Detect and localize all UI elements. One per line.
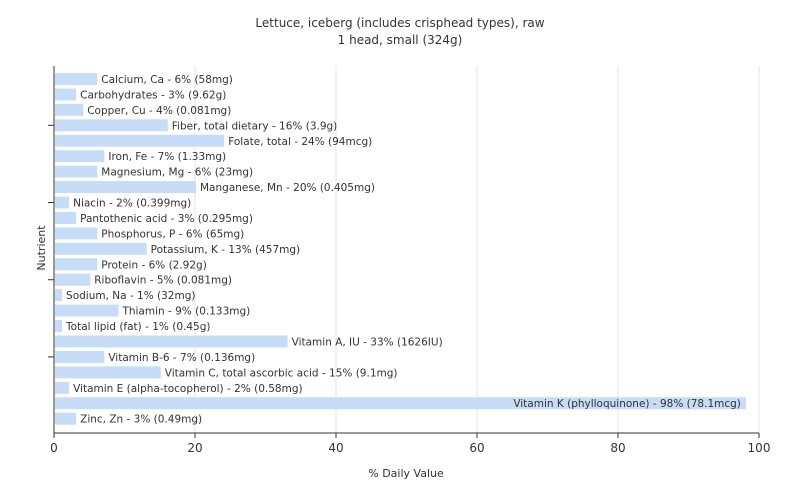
bar: [55, 103, 84, 116]
bar: [55, 335, 288, 348]
bar-label: Vitamin A, IU - 33% (1626IU): [292, 336, 443, 348]
bar-label: Folate, total - 24% (94mcg): [228, 136, 372, 148]
x-tick-label: 100: [748, 441, 771, 455]
bars: [55, 73, 746, 425]
bar-label: Riboflavin - 5% (0.081mg): [94, 275, 232, 287]
bar-label: Niacin - 2% (0.399mg): [73, 198, 191, 210]
x-tick-label: 80: [610, 441, 625, 455]
bar: [55, 412, 77, 425]
bar: [55, 366, 161, 379]
bar-labels: Calcium, Ca - 6% (58mg) Carbohydrates - 3…: [65, 74, 741, 426]
bar: [55, 350, 105, 363]
bar: [55, 227, 98, 240]
bar: [55, 73, 98, 85]
bar-label: Vitamin C, total ascorbic acid - 15% (9.…: [165, 367, 398, 379]
bar-label: Calcium, Ca - 6% (58mg): [101, 74, 233, 86]
x-tick-label: 40: [328, 441, 343, 455]
bar: [55, 119, 168, 132]
axes: [48, 66, 760, 438]
bar-label: Sodium, Na - 1% (32mg): [66, 290, 195, 302]
bar-label: Iron, Fe - 7% (1.33mg): [108, 151, 226, 163]
x-tick-labels: 0 20 40 60 80 100: [50, 441, 770, 455]
bar-label: Thiamin - 9% (0.133mg): [121, 306, 250, 318]
x-axis-label: % Daily Value: [368, 467, 444, 480]
bar-label: Copper, Cu - 4% (0.081mg): [87, 105, 231, 117]
bar-label: Manganese, Mn - 20% (0.405mg): [200, 182, 375, 194]
bar: [55, 397, 746, 410]
bar-label: Vitamin E (alpha-tocopherol) - 2% (0.58m…: [73, 383, 303, 395]
bar: [55, 289, 63, 302]
bar: [55, 211, 77, 224]
bar-label: Total lipid (fat) - 1% (0.45g): [65, 321, 210, 333]
bar: [55, 88, 77, 101]
bar-label: Pantothenic acid - 3% (0.295mg): [80, 213, 253, 225]
bar: [55, 320, 63, 333]
y-axis-label: Nutrient: [35, 225, 48, 271]
bar: [55, 150, 105, 163]
bar-label: Magnesium, Mg - 6% (23mg): [101, 167, 253, 179]
bar: [55, 381, 70, 394]
x-tick-label: 20: [187, 441, 202, 455]
bar: [55, 258, 98, 271]
bar-label: Protein - 6% (2.92g): [101, 259, 207, 271]
bar-label: Fiber, total dietary - 16% (3.9g): [172, 120, 337, 132]
chart-title: Lettuce, iceberg (includes crisphead typ…: [255, 16, 544, 30]
chart-subtitle: 1 head, small (324g): [338, 33, 463, 47]
bar-label: Vitamin B-6 - 7% (0.136mg): [108, 352, 255, 364]
bar: [55, 196, 70, 209]
grid-lines: [194, 66, 760, 433]
bar: [55, 304, 119, 317]
x-tick-label: 60: [469, 441, 484, 455]
x-tick-label: 0: [50, 441, 58, 455]
bar: [55, 242, 147, 255]
bar: [55, 134, 225, 147]
bar-label: Phosphorus, P - 6% (65mg): [101, 228, 244, 240]
bar-label: Carbohydrates - 3% (9.62g): [80, 89, 226, 101]
bar-label: Zinc, Zn - 3% (0.49mg): [80, 414, 202, 426]
bar-label: Potassium, K - 13% (457mg): [151, 244, 301, 256]
bar-label: Vitamin K (phylloquinone) - 98% (78.1mcg…: [513, 398, 741, 410]
bar: [55, 273, 91, 286]
bar: [55, 165, 98, 178]
bar: [55, 181, 196, 194]
